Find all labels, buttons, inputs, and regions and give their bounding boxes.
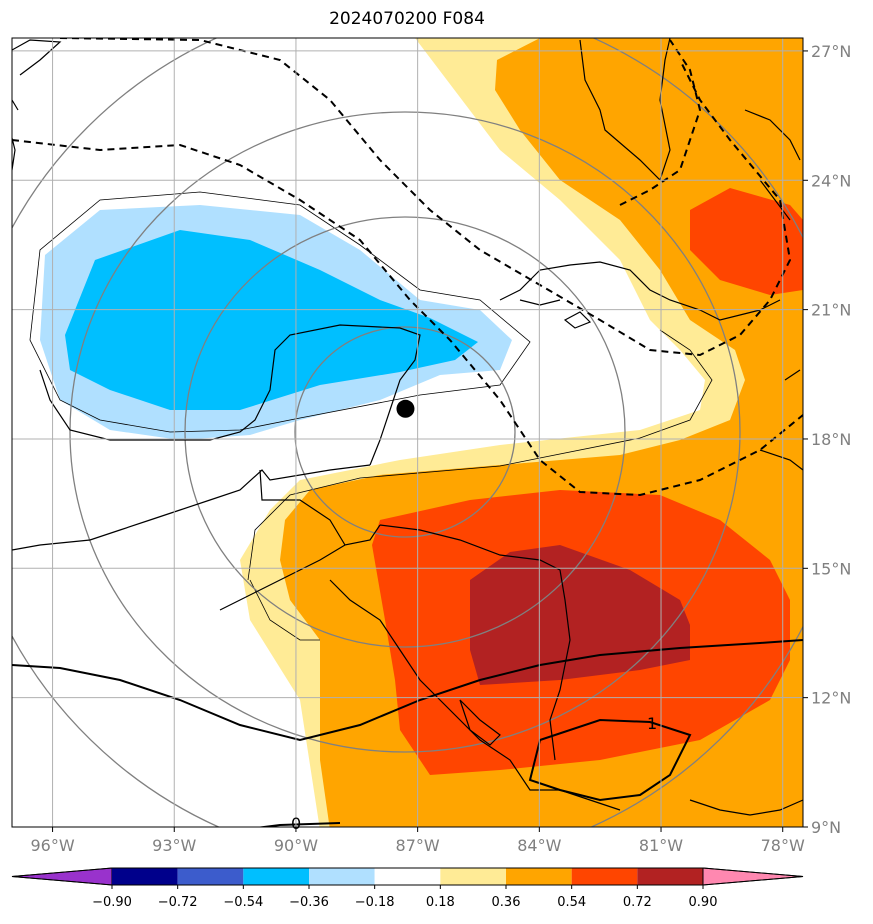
- colorbar-segment: [177, 868, 244, 885]
- y-tick-label: 24°N: [811, 171, 851, 190]
- colorbar-tick-label: 0.72: [623, 895, 652, 910]
- colorbar-segment: [571, 868, 638, 885]
- colorbar-segment: [374, 868, 441, 885]
- colorbar-segment: [637, 868, 703, 885]
- contour-label-0: 0: [291, 814, 301, 833]
- colorbar-segment: [243, 868, 309, 885]
- colorbar-extend-min: [11, 867, 113, 886]
- x-tick-label: 96°W: [30, 836, 74, 855]
- y-tick-label: 18°N: [811, 430, 851, 449]
- x-tick-label: 93°W: [152, 836, 196, 855]
- y-tick-label: 15°N: [811, 559, 851, 578]
- map-frame: [11, 37, 804, 828]
- y-tick-label: 21°N: [811, 301, 851, 320]
- colorbar-tick-label: −0.72: [158, 895, 198, 910]
- y-tick-label: 12°N: [811, 689, 851, 708]
- colorbar-tick-label: −0.90: [92, 895, 132, 910]
- colorbar-tick-label: −0.36: [289, 895, 329, 910]
- chart-title: 2024070200 F084: [329, 9, 485, 29]
- x-tick-label: 81°W: [639, 836, 683, 855]
- y-tick-label: 9°N: [811, 818, 841, 837]
- colorbar-tick-label: 0.18: [426, 895, 455, 910]
- x-tick-label: 90°W: [274, 836, 318, 855]
- colorbar: [11, 867, 804, 886]
- colorbar-extend-max: [702, 867, 804, 886]
- contour-label-1: 1: [647, 714, 657, 733]
- positive-anomaly-strong-east: [690, 188, 803, 295]
- colorbar-tick-label: 0.36: [492, 895, 521, 910]
- colorbar-tick-label: 0.54: [557, 895, 586, 910]
- y-tick-label: 27°N: [811, 42, 851, 61]
- x-tick-label: 78°W: [761, 836, 805, 855]
- colorbar-tick-label: 0.90: [689, 895, 718, 910]
- x-tick-label: 87°W: [396, 836, 440, 855]
- negative-anomaly-medium: [65, 230, 478, 410]
- storm-center-marker: [396, 399, 415, 418]
- colorbar-segment: [112, 868, 178, 885]
- x-tick-label: 84°W: [517, 836, 561, 855]
- colorbar-segment: [440, 868, 506, 885]
- colorbar-tick-label: −0.18: [355, 895, 395, 910]
- colorbar-segment: [506, 868, 572, 885]
- colorbar-tick-label: −0.54: [223, 895, 263, 910]
- positive-anomaly-peak: [470, 545, 690, 685]
- colorbar-segment: [309, 868, 375, 885]
